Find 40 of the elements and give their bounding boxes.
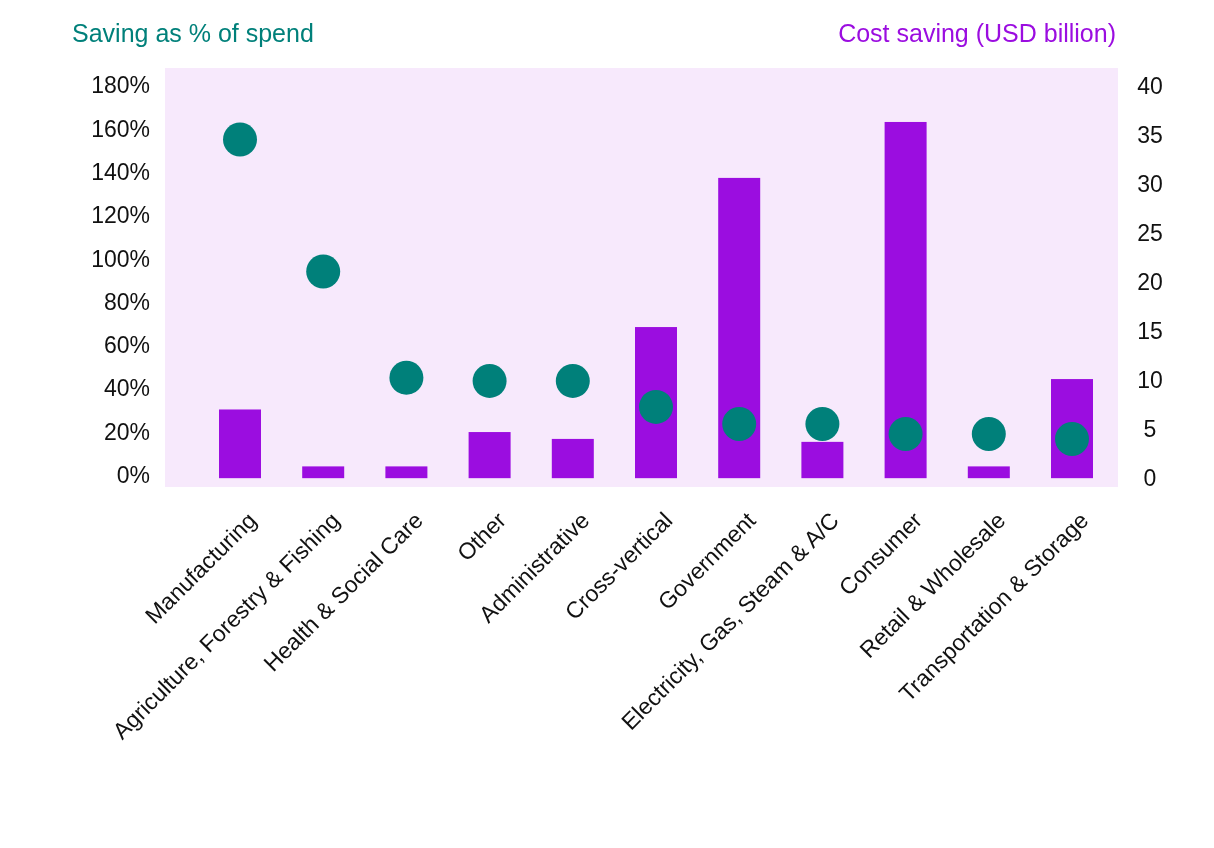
y-tick-label: 160%: [91, 115, 150, 142]
y-tick-label: 100%: [91, 245, 150, 272]
point: [639, 389, 673, 424]
bar: [385, 466, 428, 479]
y-tick-label: 60%: [103, 332, 150, 359]
y2-tick-label: 5: [1143, 416, 1157, 443]
y2-tick-label: 15: [1137, 317, 1163, 344]
bar: [718, 177, 761, 479]
point: [223, 122, 257, 157]
y2-tick-label: 20: [1137, 268, 1163, 295]
point: [555, 363, 590, 398]
y2-tick-label: 30: [1137, 170, 1163, 197]
point: [971, 416, 1006, 451]
point: [722, 406, 757, 441]
y-tick-label: 40%: [103, 375, 150, 402]
y-tick-label: 140%: [91, 158, 150, 185]
bar: [967, 466, 1010, 479]
y-tick-label: 0%: [116, 462, 150, 489]
point: [805, 406, 840, 441]
bar: [302, 466, 345, 479]
bar: [884, 121, 927, 479]
y2-tick-label: 40: [1137, 72, 1163, 99]
bar: [801, 441, 844, 479]
point: [888, 416, 923, 451]
bar: [468, 432, 511, 479]
y-tick-label: 80%: [103, 288, 150, 315]
y-tick-label: 180%: [91, 72, 150, 99]
y2-tick-label: 25: [1137, 219, 1163, 246]
bar: [219, 409, 261, 479]
point: [472, 363, 507, 398]
y2-axis-title: Cost saving (USD billion): [838, 19, 1116, 47]
y2-tick-label: 0: [1143, 465, 1157, 492]
y2-tick-label: 35: [1137, 121, 1163, 148]
y2-tick-label: 10: [1137, 367, 1163, 394]
y-axis-title: Saving as % of spend: [72, 19, 314, 47]
point: [389, 360, 424, 395]
y-tick-label: 20%: [103, 418, 150, 445]
y-tick-label: 120%: [91, 202, 150, 229]
bar: [551, 438, 594, 479]
point: [306, 254, 341, 289]
